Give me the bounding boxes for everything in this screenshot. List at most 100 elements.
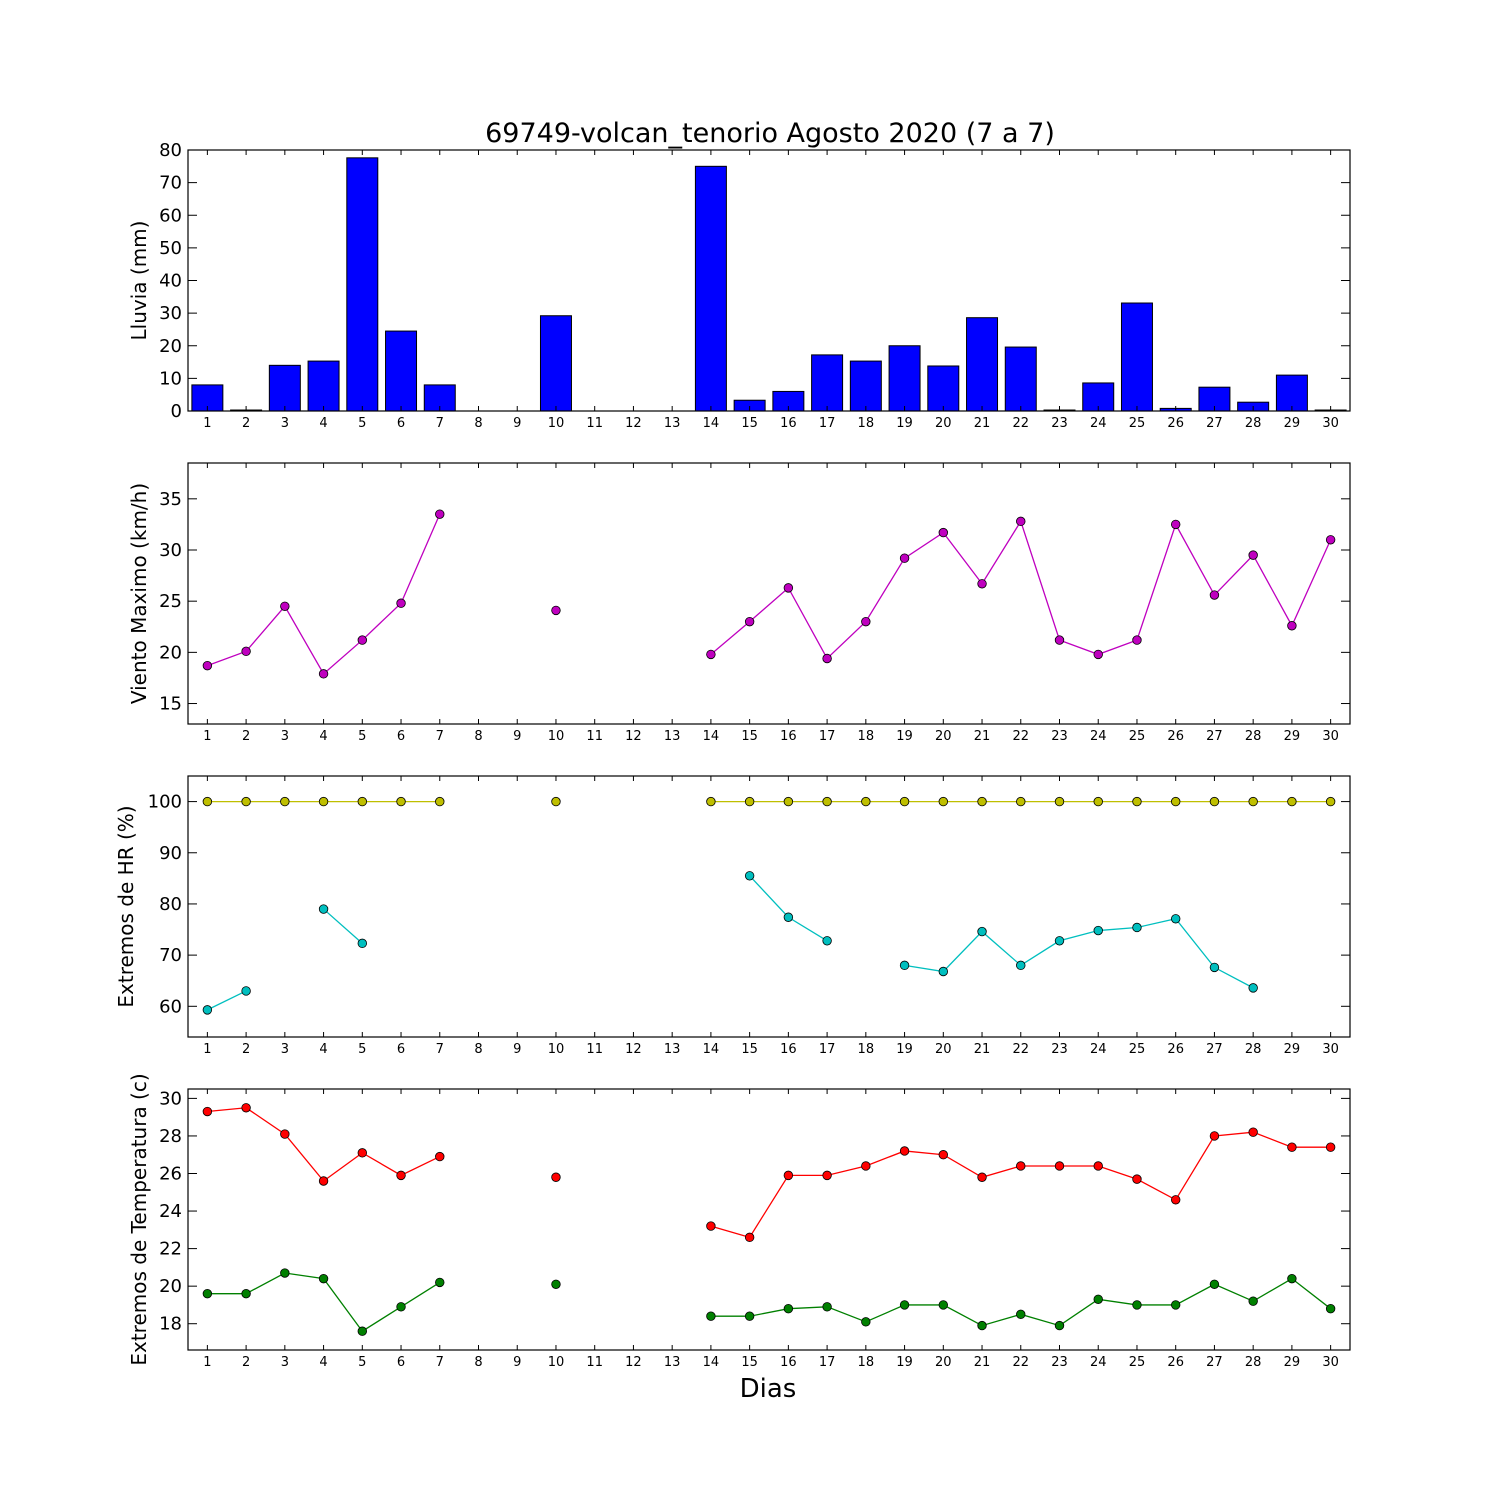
x-tick-label: 26 [1167, 416, 1184, 431]
point-day-22 [1016, 1309, 1026, 1320]
point-day-21 [977, 796, 987, 807]
x-tick-label: 3 [281, 1042, 289, 1057]
y-tick-label: 30 [159, 1088, 182, 1109]
point-day-23 [1054, 1161, 1065, 1171]
x-tick-label: 16 [780, 416, 797, 431]
bar-day-29 [1275, 374, 1308, 412]
x-tick-label: 12 [625, 729, 642, 744]
x-tick-label: 22 [1012, 416, 1029, 431]
x-tick-label: 7 [436, 1042, 444, 1057]
point-day-27 [1209, 1279, 1220, 1289]
x-tick-label: 10 [548, 1355, 565, 1370]
x-tick-label: 15 [741, 1042, 758, 1057]
x-tick-label: 8 [474, 416, 482, 431]
point-day-7 [435, 509, 445, 519]
point-day-28 [1248, 1127, 1258, 1137]
x-tick-label: 19 [896, 416, 913, 431]
x-tick-label: 21 [974, 1355, 991, 1370]
panels: 1 2 3 4 5 6 7 8 9 10 11 12 13 14 15 16 17 18 19 20 21 22 23 24 2… [114, 140, 1351, 1370]
point-day-23 [1054, 635, 1065, 645]
x-tick-label: 8 [474, 1355, 482, 1370]
bar-day-18 [849, 360, 882, 412]
point-day-19 [899, 1146, 910, 1156]
point-day-3 [280, 601, 290, 611]
y-tick-label: 100 [148, 792, 182, 813]
x-tick-label: 19 [896, 729, 913, 744]
point-day-16 [783, 912, 794, 922]
point-day-17 [822, 1170, 832, 1181]
point-day-19 [899, 1300, 910, 1310]
x-tick-label: 13 [664, 416, 681, 431]
x-tick-label: 29 [1284, 729, 1301, 744]
y-tick-label: 25 [159, 591, 182, 612]
y-tick-label: 10 [159, 368, 182, 389]
point-day-24 [1093, 796, 1103, 807]
x-tick-label: 13 [664, 1042, 681, 1057]
point-day-26 [1170, 914, 1181, 924]
y-tick-label: 26 [159, 1163, 182, 1184]
point-day-18 [861, 616, 871, 627]
x-tick-label: 23 [1051, 416, 1068, 431]
x-tick-label: 23 [1051, 1042, 1068, 1057]
point-day-27 [1209, 796, 1220, 807]
x-tick-label: 20 [935, 1042, 952, 1057]
x-tick-label: 1 [203, 416, 211, 431]
x-tick-label: 23 [1051, 1355, 1068, 1370]
point-day-19 [899, 960, 910, 971]
x-tick-label: 26 [1167, 729, 1184, 744]
x-axis-label: Dias [740, 1374, 797, 1404]
x-tick-label: 23 [1051, 729, 1068, 744]
x-tick-label: 6 [397, 1042, 405, 1057]
x-tick-label: 29 [1284, 416, 1301, 431]
point-day-18 [861, 1161, 871, 1171]
series-line-segment [904, 918, 1254, 989]
series-temp_min [202, 1268, 1336, 1336]
point-day-19 [899, 796, 910, 807]
series-line-segment [710, 1131, 1331, 1239]
point-day-29 [1287, 1273, 1297, 1284]
x-tick-label: 12 [625, 416, 642, 431]
x-tick-label: 5 [358, 1355, 366, 1370]
point-day-20 [938, 796, 949, 807]
series-wind [202, 509, 1336, 679]
point-day-27 [1209, 962, 1220, 973]
point-day-25 [1132, 922, 1142, 933]
point-day-27 [1209, 590, 1220, 600]
point-day-2 [241, 796, 251, 807]
point-day-26 [1170, 519, 1181, 530]
point-day-19 [899, 553, 910, 563]
point-day-25 [1132, 1300, 1142, 1310]
x-tick-label: 6 [397, 416, 405, 431]
chart-panel-2: 1 2 3 4 5 6 7 8 9 10 11 12 13 14 15 16 17 18 19 20 21 22 23 24 2… [127, 462, 1351, 744]
point-day-26 [1170, 796, 1181, 807]
x-tick-label: 8 [474, 729, 482, 744]
y-tick-label: 20 [159, 642, 182, 663]
x-tick-label: 14 [703, 1042, 720, 1057]
point-day-16 [783, 583, 794, 593]
x-tick-label: 10 [548, 1042, 565, 1057]
x-tick-label: 30 [1322, 1355, 1339, 1370]
point-day-25 [1132, 1174, 1142, 1184]
bar-day-6 [385, 330, 418, 412]
chart-panel-1: 1 2 3 4 5 6 7 8 9 10 11 12 13 14 15 16 17 18 19 20 21 22 23 24 2… [127, 140, 1351, 431]
point-day-5 [357, 1148, 368, 1158]
y-axis-label: Extremos de Temperatura (c) [127, 1073, 151, 1365]
x-tick-label: 25 [1129, 1042, 1146, 1057]
bar-day-21 [966, 317, 999, 412]
x-tick-label: 3 [281, 729, 289, 744]
x-tick-label: 13 [664, 729, 681, 744]
x-tick-label: 24 [1090, 1355, 1107, 1370]
point-day-18 [861, 1317, 871, 1327]
x-tick-label: 28 [1245, 729, 1262, 744]
point-day-5 [357, 635, 368, 645]
x-tick-label: 24 [1090, 1042, 1107, 1057]
series-line-segment [710, 519, 1332, 660]
x-tick-label: 17 [819, 1042, 836, 1057]
y-tick-label: 18 [159, 1314, 182, 1335]
series-hr_min [202, 871, 1258, 1015]
point-day-1 [202, 796, 213, 807]
x-tick-label: 25 [1129, 416, 1146, 431]
x-tick-label: 12 [625, 1355, 642, 1370]
bar-day-17 [811, 354, 844, 412]
x-tick-label: 14 [703, 729, 720, 744]
